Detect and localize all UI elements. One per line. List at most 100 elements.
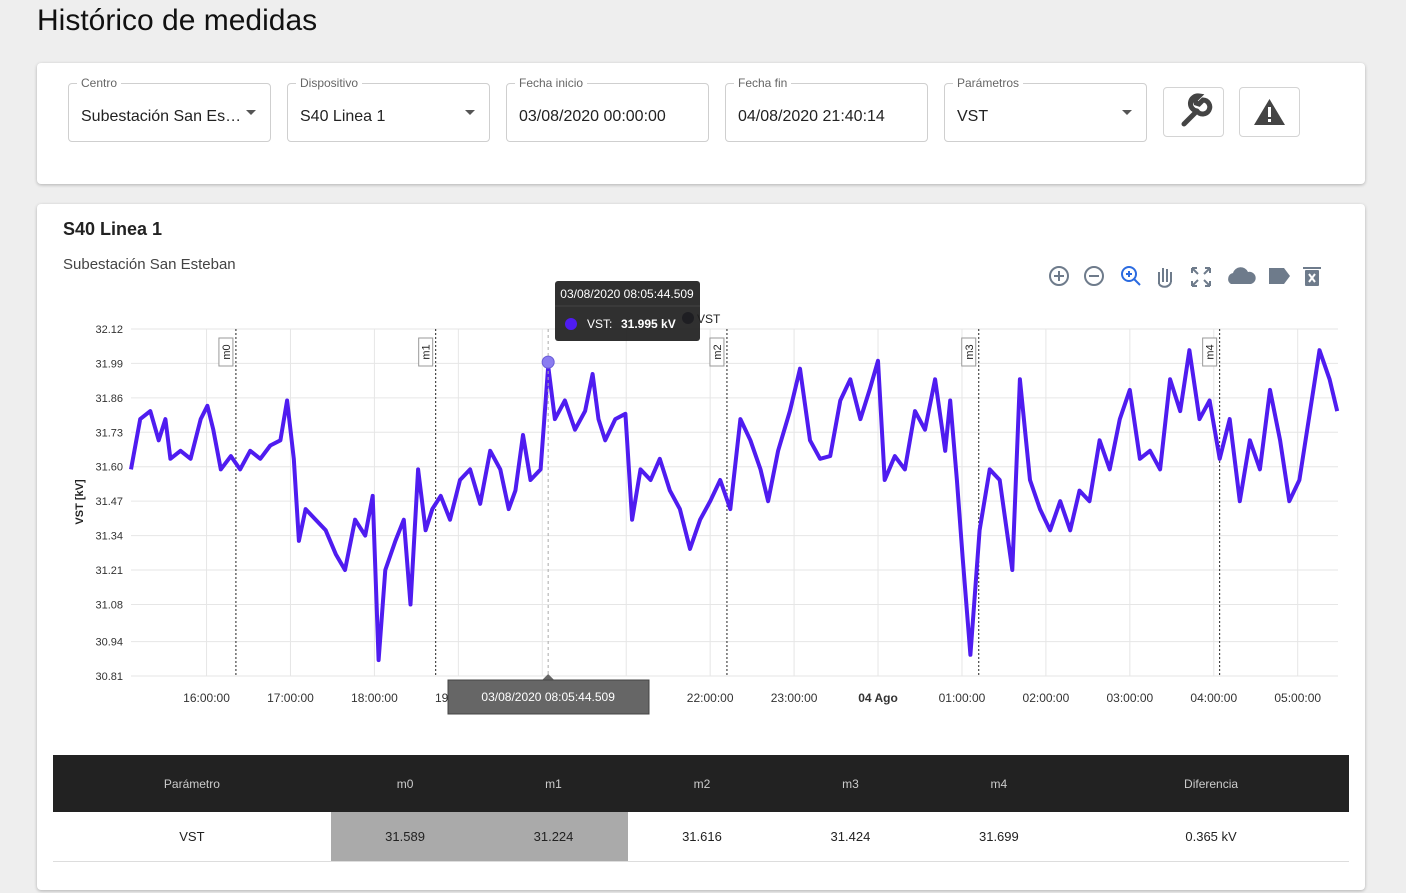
annotation-button[interactable] bbox=[1269, 268, 1290, 284]
y-tick-label: 31.73 bbox=[95, 427, 123, 439]
chart-subtitle: Subestación San Esteban bbox=[63, 256, 236, 273]
filter-card: Centro Subestación San Es… Dispositivo S40… bbox=[37, 63, 1365, 184]
dropdown-arrow bbox=[1122, 110, 1132, 115]
table-cell: 31.224 bbox=[479, 812, 628, 862]
field-label: Parámetros bbox=[953, 76, 1024, 90]
marker-label: m4 bbox=[1205, 344, 1217, 359]
marker-label: m1 bbox=[421, 344, 433, 359]
column-header: m4 bbox=[924, 755, 1074, 812]
marker-label: m2 bbox=[712, 344, 724, 359]
table-row: VST 31.589 31.224 31.616 31.424 31.699 0.365 k… bbox=[53, 812, 1349, 862]
dropdown-arrow bbox=[246, 110, 256, 115]
table-cell: 31.589 bbox=[330, 812, 480, 862]
marker-label-box bbox=[218, 337, 234, 367]
chart-toolbar bbox=[1049, 266, 1321, 288]
field-value: VST bbox=[957, 108, 989, 125]
column-header: m3 bbox=[776, 755, 925, 812]
x-tick-label: 23:00:00 bbox=[771, 691, 818, 705]
select-centro[interactable]: Centro Subestación San Es… bbox=[68, 76, 271, 142]
table-cell: 31.424 bbox=[776, 812, 925, 862]
y-axis-label: VST [kV] bbox=[74, 479, 86, 525]
page-title: Histórico de medidas bbox=[37, 4, 318, 37]
chart-card: S40 Linea 1 Subestación San Esteban VST … bbox=[37, 204, 1365, 890]
field-label: Dispositivo bbox=[296, 76, 363, 90]
input-fecha-inicio[interactable]: Fecha inicio 03/08/2020 00:00:00 bbox=[506, 76, 709, 142]
column-header: m2 bbox=[627, 755, 777, 812]
table-cell: 31.699 bbox=[924, 812, 1074, 862]
table-body: VST 31.589 31.224 31.616 31.424 31.699 0.365 k… bbox=[53, 812, 1349, 862]
column-header: m1 bbox=[479, 755, 628, 812]
field-value: 04/08/2020 21:40:14 bbox=[738, 108, 885, 125]
x-tick-label: 04:00:00 bbox=[1190, 691, 1237, 705]
marker-label-box bbox=[418, 337, 434, 367]
reset-button[interactable] bbox=[1191, 267, 1211, 287]
crosshair-label-box bbox=[447, 679, 650, 715]
x-tick-label: 02:00:00 bbox=[1023, 691, 1070, 705]
y-tick-label: 31.60 bbox=[95, 462, 123, 474]
y-tick-label: 30.94 bbox=[95, 637, 123, 649]
x-tick-label: 03:00:00 bbox=[1106, 691, 1153, 705]
x-tick-label: 17:00:00 bbox=[267, 691, 314, 705]
download-button[interactable] bbox=[1228, 267, 1256, 284]
warning-icon bbox=[1254, 99, 1285, 125]
select-parametros[interactable]: Parámetros VST bbox=[944, 76, 1147, 142]
zoom-out-button[interactable] bbox=[1084, 266, 1104, 286]
tooltip-box bbox=[555, 281, 700, 341]
settings-button[interactable] bbox=[1163, 87, 1224, 137]
marker-label-box bbox=[709, 337, 725, 367]
field-label: Fecha inicio bbox=[515, 76, 588, 90]
pan-button[interactable] bbox=[1158, 268, 1172, 288]
y-tick-label: 31.47 bbox=[95, 496, 123, 508]
tooltip-value: 31.995 kV bbox=[621, 317, 676, 331]
x-tick-label: 22:00:00 bbox=[687, 691, 734, 705]
column-header: Diferencia bbox=[1073, 755, 1349, 812]
x-tick-label: 18:00:00 bbox=[351, 691, 398, 705]
selection-zoom-button[interactable] bbox=[1121, 266, 1141, 286]
alarm-button[interactable] bbox=[1239, 87, 1300, 137]
x-tick-label: 01:00:00 bbox=[939, 691, 986, 705]
zoom-in-button[interactable] bbox=[1049, 266, 1069, 286]
tooltip-series: VST: bbox=[587, 317, 612, 331]
data-line bbox=[129, 348, 1340, 663]
y-tick-label: 30.81 bbox=[95, 671, 123, 683]
wrench-icon bbox=[1181, 93, 1213, 127]
x-tick-label: 16:00:00 bbox=[183, 691, 230, 705]
input-fecha-fin[interactable]: Fecha fin 04/08/2020 21:40:14 bbox=[725, 76, 928, 142]
table-header: Parámetro m0 m1 m2 m3 m4 Diferencia bbox=[53, 755, 1349, 812]
crosshair-label: 03/08/2020 08:05:44.509 bbox=[481, 690, 615, 704]
select-dispositivo[interactable]: Dispositivo S40 Linea 1 bbox=[287, 76, 490, 142]
field-label: Fecha fin bbox=[734, 76, 792, 90]
y-tick-label: 31.99 bbox=[95, 358, 123, 370]
chart: S40 Linea 1 Subestación San Esteban VST … bbox=[63, 219, 1340, 715]
tooltip-time: 03/08/2020 08:05:44.509 bbox=[560, 287, 694, 301]
table-cell: VST bbox=[53, 812, 331, 862]
crosshair-pointer bbox=[542, 674, 555, 680]
hover-point bbox=[541, 355, 555, 369]
field-label: Centro bbox=[77, 76, 122, 90]
y-tick-label: 31.86 bbox=[95, 393, 123, 405]
legend-label: VST bbox=[697, 312, 721, 326]
dropdown-arrow bbox=[465, 110, 475, 115]
column-header: Parámetro bbox=[53, 755, 331, 812]
table-cell: 0.365 kV bbox=[1073, 812, 1349, 862]
column-header: m0 bbox=[330, 755, 480, 812]
y-tick-label: 32.12 bbox=[95, 324, 123, 336]
field-value: 03/08/2020 00:00:00 bbox=[519, 108, 666, 125]
marker-label: m3 bbox=[964, 344, 976, 359]
x-tick-label: 04 Ago bbox=[858, 691, 898, 705]
x-tick-label: 05:00:00 bbox=[1274, 691, 1321, 705]
tooltip-swatch bbox=[565, 318, 577, 330]
y-tick-label: 31.21 bbox=[95, 565, 123, 577]
y-tick-label: 31.34 bbox=[95, 531, 123, 543]
markers-table: Parámetro m0 m1 m2 m3 m4 Diferencia VST 31.589 3… bbox=[53, 755, 1349, 862]
marker-label-box bbox=[1202, 337, 1218, 367]
clear-button[interactable] bbox=[1303, 267, 1321, 286]
y-tick-label: 31.08 bbox=[95, 599, 123, 611]
marker-label-box bbox=[961, 337, 977, 367]
field-value: Subestación San Es… bbox=[81, 108, 242, 125]
marker-label: m0 bbox=[221, 344, 233, 359]
field-value: S40 Linea 1 bbox=[300, 108, 386, 125]
chart-title: S40 Linea 1 bbox=[63, 219, 162, 239]
table-cell: 31.616 bbox=[627, 812, 777, 862]
